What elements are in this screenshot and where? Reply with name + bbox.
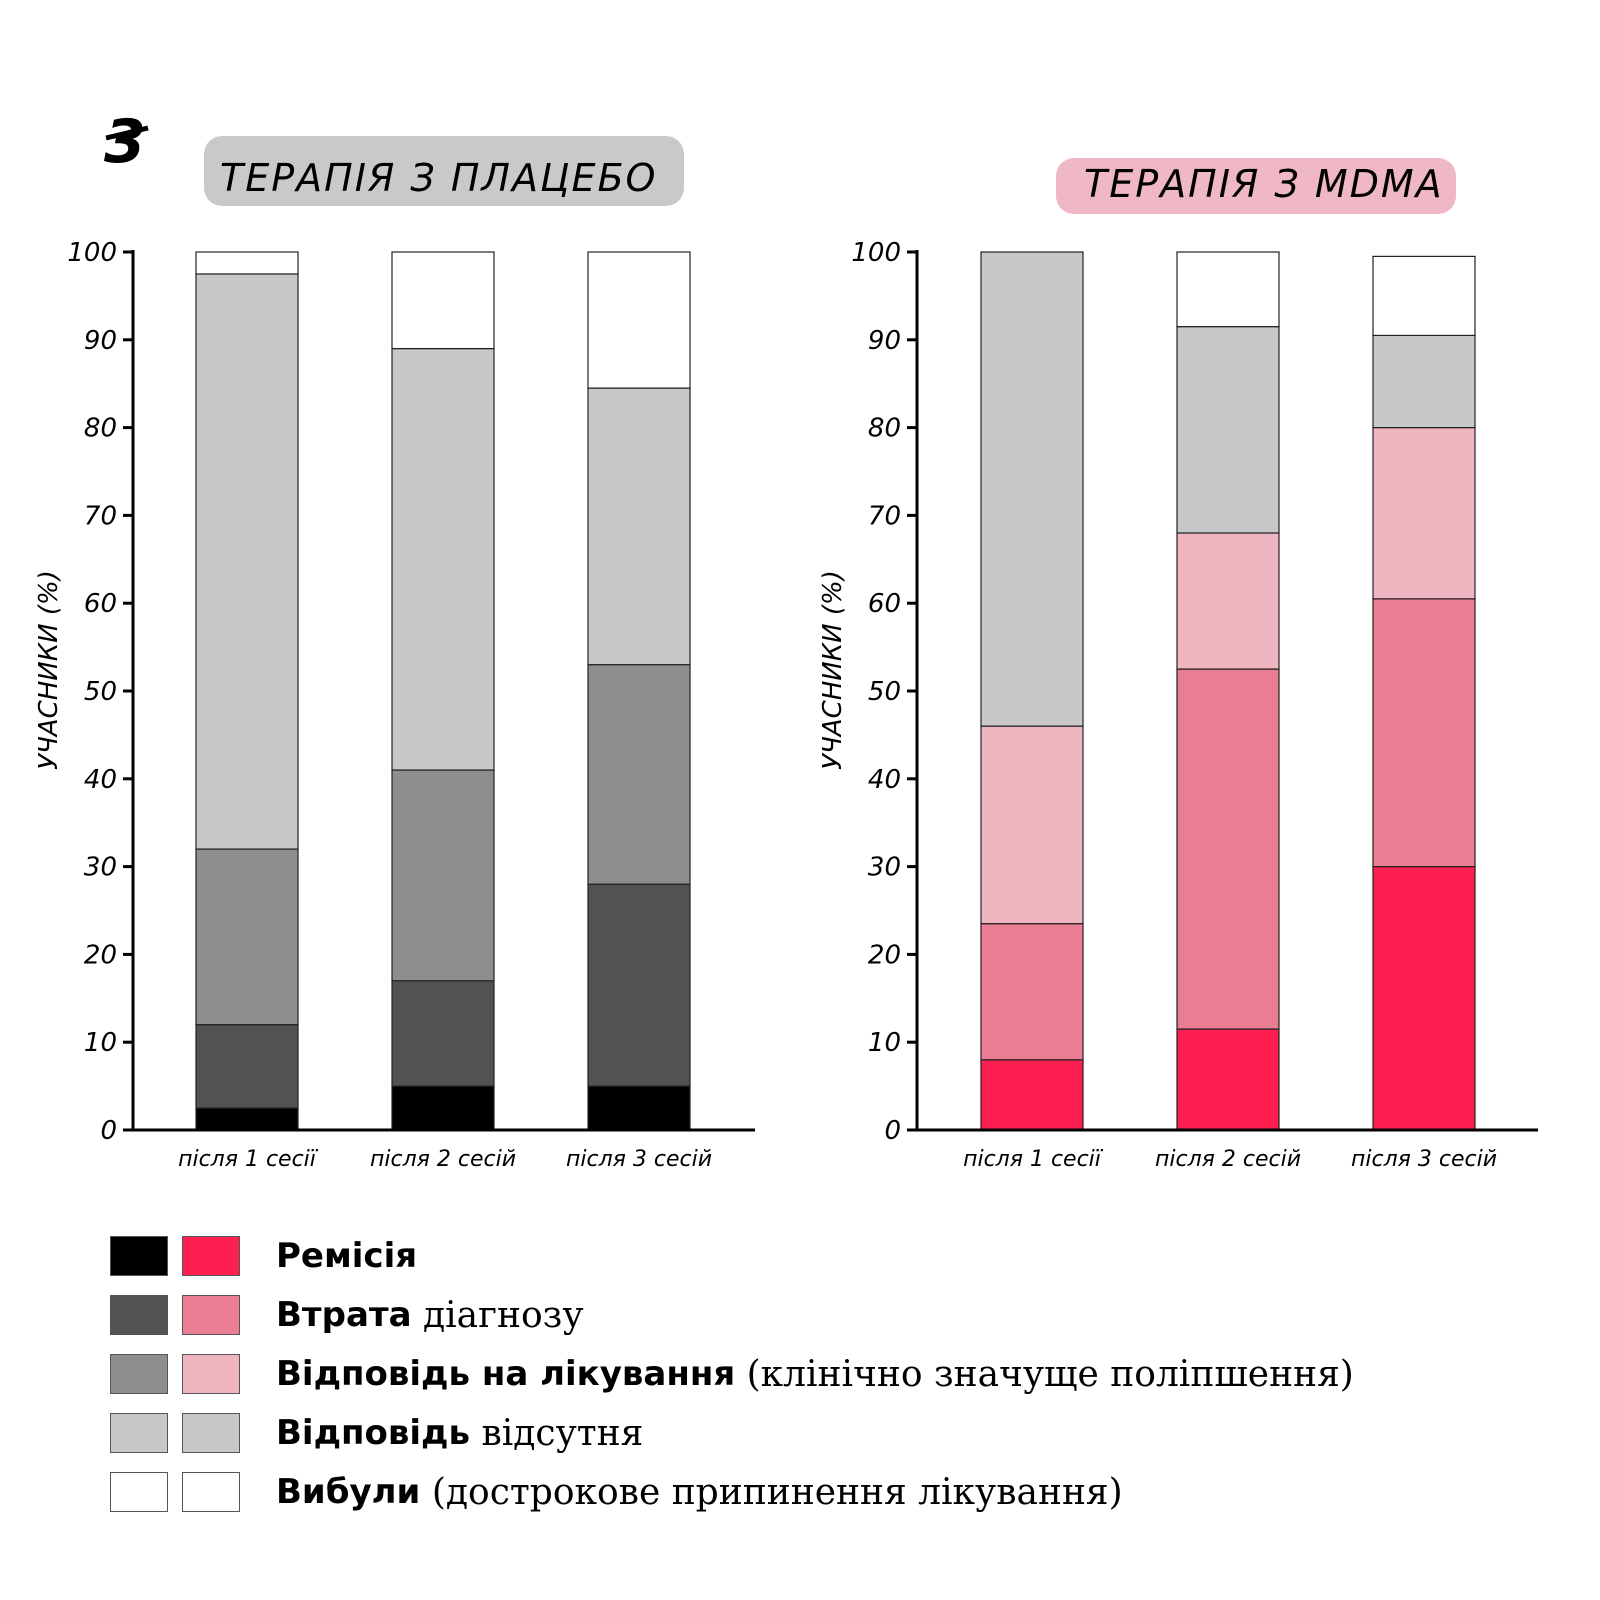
- legend-swatch-mdma: [182, 1295, 240, 1335]
- bar-segment-4-1: [1176, 251, 1280, 328]
- y-tick-label: 100: [851, 238, 901, 268]
- legend-swatch-mdma: [182, 1472, 240, 1512]
- y-tick-label: 20: [84, 940, 117, 970]
- bar-segment-3-2: [1372, 334, 1476, 429]
- x-tick-label: після 3 сесій: [1351, 1147, 1497, 1172]
- bar-segment-3-1: [1176, 326, 1280, 534]
- bar-segment-4-1: [391, 251, 495, 350]
- bar-segment-3-0: [980, 251, 1084, 727]
- bar-segment-1-2: [1372, 598, 1476, 868]
- bar-segment-0-2: [1372, 865, 1476, 1131]
- chart-1: ТЕРАПІЯ З MDMA після 1 сесії після 2 сесій…: [818, 158, 1538, 1172]
- x-tick-label: після 3 сесій: [566, 1147, 712, 1172]
- y-tick-label: 20: [868, 940, 901, 970]
- y-tick-label: 0: [100, 1116, 117, 1146]
- legend-swatch-mdma: [182, 1413, 240, 1453]
- legend-swatch-placebo: [110, 1472, 168, 1512]
- chart-title-band: [204, 136, 684, 206]
- bar-segment-0-0: [195, 1107, 299, 1131]
- panel-number-strike: [105, 125, 149, 141]
- chart-0: ТЕРАПІЯ З ПЛАЦЕБО після 1 сесії після 2 се…: [34, 136, 755, 1172]
- bar-segment-1-0: [980, 923, 1084, 1061]
- x-tick-label: після 2 сесій: [370, 1147, 516, 1172]
- y-tick-label: 30: [868, 853, 901, 883]
- bar-segment-4-2: [1372, 255, 1476, 337]
- legend-swatch-placebo: [110, 1413, 168, 1453]
- legend-swatch-placebo: [110, 1295, 168, 1335]
- bar-segment-3-2: [587, 387, 691, 666]
- bar-segment-1-1: [1176, 668, 1280, 1030]
- chart-title: ТЕРАПІЯ З ПЛАЦЕБО: [220, 156, 657, 200]
- bar-segment-1-2: [587, 883, 691, 1087]
- y-tick-label: 50: [868, 677, 901, 707]
- legend-label-strong: Ремісія: [276, 1236, 418, 1276]
- bar-segment-2-2: [1372, 427, 1476, 600]
- legend-swatch-placebo: [110, 1236, 168, 1276]
- panel-number: 3: [104, 107, 146, 177]
- legend-label-strong: Вибули: [276, 1472, 421, 1512]
- y-tick-label: 90: [868, 326, 901, 356]
- y-axis-label: УЧАСНИКИ (%): [34, 570, 64, 770]
- y-tick-label: 90: [84, 326, 117, 356]
- bar-segment-1-0: [195, 1024, 299, 1109]
- legend-label-rest: діагнозу: [411, 1294, 584, 1336]
- legend-item-loss-of-diagnosis: Втрата діагнозу: [110, 1294, 1354, 1336]
- chart-title-band: [1056, 158, 1456, 214]
- legend-item-treatment-response: Відповідь на лікування (клінічно значуще…: [110, 1353, 1354, 1395]
- y-axis-label: УЧАСНИКИ (%): [818, 570, 848, 770]
- bar-segment-2-1: [391, 769, 495, 982]
- y-tick-label: 60: [84, 589, 117, 619]
- legend-label-strong: Відповідь на лікування: [276, 1354, 736, 1394]
- legend-item-dropped-out: Вибули (дострокове припинення лікування): [110, 1471, 1354, 1513]
- legend-label-strong: Втрата: [276, 1295, 412, 1335]
- x-tick-label: після 1 сесії: [963, 1147, 1104, 1172]
- legend-swatch-placebo: [110, 1354, 168, 1394]
- legend-swatch-mdma: [182, 1236, 240, 1276]
- legend-item-remission: Ремісія: [110, 1236, 1354, 1276]
- y-tick-label: 70: [868, 501, 901, 531]
- bar-segment-3-0: [195, 273, 299, 850]
- y-tick-label: 40: [84, 765, 117, 795]
- bar-segment-4-2: [587, 251, 691, 389]
- bar-segment-3-1: [391, 347, 495, 771]
- y-tick-label: 80: [868, 414, 901, 444]
- bar-segment-0-2: [587, 1085, 691, 1131]
- x-tick-label: після 1 сесії: [178, 1147, 319, 1172]
- x-tick-label: після 2 сесій: [1155, 1147, 1301, 1172]
- bar-segment-2-2: [587, 664, 691, 885]
- y-tick-label: 80: [84, 414, 117, 444]
- bar-segment-0-1: [1176, 1028, 1280, 1131]
- bar-segment-0-0: [980, 1059, 1084, 1131]
- y-tick-label: 70: [84, 501, 117, 531]
- legend-label-rest: (клінічно значуще поліпшення): [735, 1353, 1354, 1395]
- bar-segment-1-1: [391, 980, 495, 1087]
- y-tick-label: 10: [868, 1028, 901, 1058]
- y-tick-label: 50: [84, 677, 117, 707]
- y-tick-label: 0: [884, 1116, 901, 1146]
- legend-swatch-mdma: [182, 1354, 240, 1394]
- y-tick-label: 30: [84, 853, 117, 883]
- bar-segment-4-0: [195, 251, 299, 275]
- bar-segment-2-1: [1176, 532, 1280, 670]
- bar-segment-2-0: [195, 848, 299, 1026]
- y-tick-label: 40: [868, 765, 901, 795]
- y-tick-label: 10: [84, 1028, 117, 1058]
- legend-item-no-response: Відповідь відсутня: [110, 1412, 1354, 1454]
- bar-segment-0-1: [391, 1085, 495, 1131]
- bar-segment-2-0: [980, 725, 1084, 925]
- legend-label-rest: відсутня: [470, 1412, 644, 1454]
- chart-title: ТЕРАПІЯ З MDMA: [1084, 162, 1444, 206]
- legend-label-strong: Відповідь: [276, 1413, 471, 1453]
- legend-label-rest: (дострокове припинення лікування): [420, 1471, 1123, 1513]
- legend: Ремісія Втрата діагнозу Відповідь на лік…: [110, 1236, 1354, 1531]
- y-tick-label: 60: [868, 589, 901, 619]
- y-tick-label: 100: [67, 238, 117, 268]
